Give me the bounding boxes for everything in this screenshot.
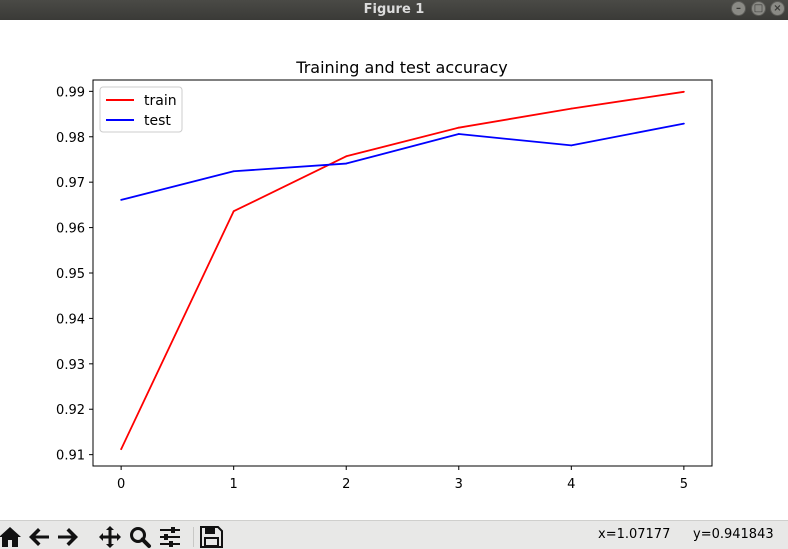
data-point-test [457, 133, 460, 135]
axes-frame [92, 79, 713, 467]
x-tick-label: 3 [455, 477, 463, 492]
data-point-train [232, 210, 235, 213]
configure-subplots-button[interactable] [157, 525, 183, 549]
y-axis: 0.91 0.92 0.93 0.94 0.95 0.96 0.97 0.98 0.99 [56, 85, 93, 464]
legend-label-train: train [144, 93, 177, 109]
series-line-test [120, 122, 685, 201]
chart: Training and test accuracy 0.910.920.930… [56, 58, 713, 492]
forward-button[interactable] [55, 525, 81, 549]
y-tick-label: 0.97 [56, 176, 85, 191]
window-titlebar: Figure 1 – □ × [0, 0, 788, 20]
data-point-test [345, 162, 348, 165]
save-button[interactable] [198, 525, 224, 549]
cursor-x-readout: x=1.07177 [598, 527, 671, 542]
y-tick-label: 0.95 [56, 267, 85, 282]
configure-subplots-icon [160, 527, 180, 547]
data-point-test [682, 122, 685, 125]
data-point-train [570, 107, 573, 110]
home-button[interactable] [0, 525, 23, 549]
back-button[interactable] [26, 525, 52, 549]
y-tick-label: 0.93 [56, 358, 85, 373]
x-tick-label: 5 [680, 477, 688, 492]
y-tick-label: 0.98 [56, 131, 85, 146]
x-tick-label: 1 [230, 477, 238, 492]
data-point-train [120, 448, 123, 451]
navigation-toolbar: x=1.07177 y=0.941843 [0, 520, 788, 549]
data-point-test [232, 170, 235, 173]
y-tick-label: 0.91 [56, 449, 85, 464]
zoom-button[interactable] [127, 525, 153, 549]
x-tick-label: 4 [567, 477, 575, 492]
data-point-train [345, 155, 348, 158]
zoom-icon [130, 527, 151, 548]
legend-label-test: test [144, 113, 171, 129]
figure-canvas[interactable]: Training and test accuracy 0.91 0.92 0.93 0… [0, 20, 788, 520]
back-arrow-icon [29, 528, 49, 546]
minimize-button[interactable]: – [731, 1, 746, 16]
series-layer [120, 90, 685, 451]
forward-arrow-icon [58, 528, 78, 546]
y-tick-label: 0.94 [56, 312, 85, 327]
window-title: Figure 1 [363, 2, 425, 17]
data-point-train [682, 90, 685, 93]
x-tick-label: 2 [342, 477, 350, 492]
toolbar-separator [193, 527, 194, 547]
series-line-train [120, 90, 684, 450]
y-tick-label: 0.92 [56, 403, 85, 418]
maximize-button[interactable]: □ [751, 1, 766, 16]
home-icon [0, 527, 21, 547]
close-button[interactable]: × [770, 1, 785, 16]
x-axis: 0 1 2 3 4 5 [117, 466, 688, 492]
y-tick-label: 0.99 [56, 85, 85, 100]
data-point-test [570, 144, 573, 147]
pan-icon [99, 526, 121, 548]
data-point-train [457, 126, 460, 129]
legend: train test [99, 86, 183, 133]
save-icon [200, 526, 223, 548]
data-point-test [120, 198, 123, 201]
cursor-y-readout: y=0.941843 [693, 527, 774, 542]
y-tick-label: 0.96 [56, 222, 85, 237]
pan-button[interactable] [97, 525, 123, 549]
x-tick-label: 0 [117, 477, 125, 492]
chart-title: Training and test accuracy [295, 58, 507, 77]
